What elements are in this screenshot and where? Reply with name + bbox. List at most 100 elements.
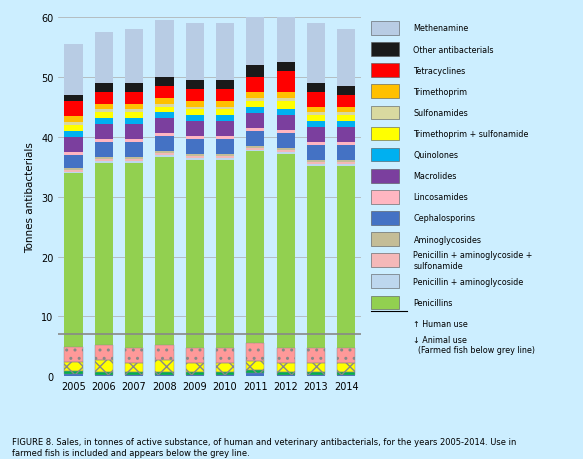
Bar bbox=[94, 360, 113, 372]
Bar bbox=[337, 348, 356, 363]
Bar bbox=[371, 212, 399, 225]
Bar bbox=[94, 143, 113, 158]
Bar bbox=[94, 345, 113, 360]
Bar bbox=[276, 348, 295, 363]
Bar bbox=[307, 113, 325, 116]
Bar bbox=[94, 119, 113, 125]
Bar bbox=[185, 122, 204, 137]
Bar bbox=[371, 64, 399, 78]
Text: Sulfonamides: Sulfonamides bbox=[413, 109, 468, 118]
Bar bbox=[94, 375, 113, 376]
Bar bbox=[246, 129, 265, 132]
Bar bbox=[155, 134, 174, 137]
Bar bbox=[94, 372, 113, 375]
Bar bbox=[276, 372, 295, 375]
Bar bbox=[125, 92, 143, 104]
Bar bbox=[307, 146, 325, 161]
Bar bbox=[155, 360, 174, 372]
Bar bbox=[64, 374, 83, 376]
Bar bbox=[246, 361, 265, 370]
Bar bbox=[216, 24, 234, 80]
Bar bbox=[371, 106, 399, 120]
Bar bbox=[276, 152, 295, 154]
Bar bbox=[155, 98, 174, 104]
Bar bbox=[185, 110, 204, 116]
Bar bbox=[185, 372, 204, 375]
Bar bbox=[155, 104, 174, 107]
Bar bbox=[276, 98, 295, 101]
Bar bbox=[125, 119, 143, 125]
Bar bbox=[94, 113, 113, 119]
Bar bbox=[155, 157, 174, 345]
Bar bbox=[246, 66, 265, 78]
Bar bbox=[307, 164, 325, 166]
Bar bbox=[276, 154, 295, 348]
Text: ↑ Human use: ↑ Human use bbox=[413, 319, 468, 328]
Bar bbox=[246, 373, 265, 376]
Bar bbox=[64, 102, 83, 117]
Bar bbox=[246, 147, 265, 148]
Bar bbox=[155, 345, 174, 360]
Bar bbox=[64, 347, 83, 362]
Bar bbox=[371, 233, 399, 246]
Bar bbox=[185, 140, 204, 155]
Bar bbox=[307, 163, 325, 164]
Bar bbox=[307, 363, 325, 372]
Text: FIGURE 8. Sales, in tonnes of active substance, of human and veterinary antibact: FIGURE 8. Sales, in tonnes of active sub… bbox=[12, 437, 516, 457]
Bar bbox=[185, 24, 204, 80]
Bar bbox=[337, 372, 356, 375]
Bar bbox=[64, 126, 83, 132]
Bar bbox=[307, 122, 325, 128]
Bar bbox=[125, 348, 143, 363]
Bar bbox=[371, 85, 399, 99]
Bar bbox=[216, 372, 234, 375]
Bar bbox=[64, 152, 83, 156]
Bar bbox=[276, 149, 295, 151]
Bar bbox=[125, 363, 143, 372]
Bar bbox=[307, 372, 325, 375]
Bar bbox=[246, 78, 265, 93]
Bar bbox=[371, 22, 399, 36]
Bar bbox=[125, 375, 143, 376]
Bar bbox=[125, 143, 143, 158]
Bar bbox=[337, 30, 356, 86]
Bar bbox=[125, 163, 143, 348]
Bar bbox=[185, 137, 204, 140]
Bar bbox=[64, 172, 83, 174]
Bar bbox=[155, 21, 174, 78]
Bar bbox=[185, 80, 204, 90]
Bar bbox=[307, 128, 325, 143]
Bar bbox=[246, 148, 265, 150]
Bar bbox=[64, 169, 83, 171]
Bar bbox=[155, 113, 174, 119]
Bar bbox=[94, 125, 113, 140]
Bar bbox=[216, 372, 234, 375]
Bar bbox=[216, 116, 234, 122]
Bar bbox=[155, 372, 174, 375]
Bar bbox=[307, 348, 325, 363]
Bar bbox=[246, 93, 265, 99]
Bar bbox=[64, 362, 83, 371]
Bar bbox=[337, 372, 356, 375]
Bar bbox=[307, 372, 325, 375]
Text: Cephalosporins: Cephalosporins bbox=[413, 214, 476, 223]
Bar bbox=[276, 110, 295, 116]
Bar bbox=[246, 114, 265, 129]
Bar bbox=[185, 160, 204, 348]
Bar bbox=[64, 45, 83, 96]
Bar bbox=[94, 140, 113, 143]
Bar bbox=[155, 372, 174, 375]
Bar bbox=[125, 160, 143, 162]
Bar bbox=[337, 163, 356, 164]
Bar bbox=[307, 92, 325, 107]
Bar bbox=[246, 370, 265, 373]
Bar bbox=[371, 296, 399, 309]
Bar bbox=[155, 78, 174, 86]
Bar bbox=[64, 362, 83, 371]
Bar bbox=[125, 113, 143, 119]
Text: Methenamine: Methenamine bbox=[413, 24, 469, 34]
Bar bbox=[185, 157, 204, 159]
Bar bbox=[307, 116, 325, 122]
Bar bbox=[246, 152, 265, 343]
Bar bbox=[64, 117, 83, 123]
